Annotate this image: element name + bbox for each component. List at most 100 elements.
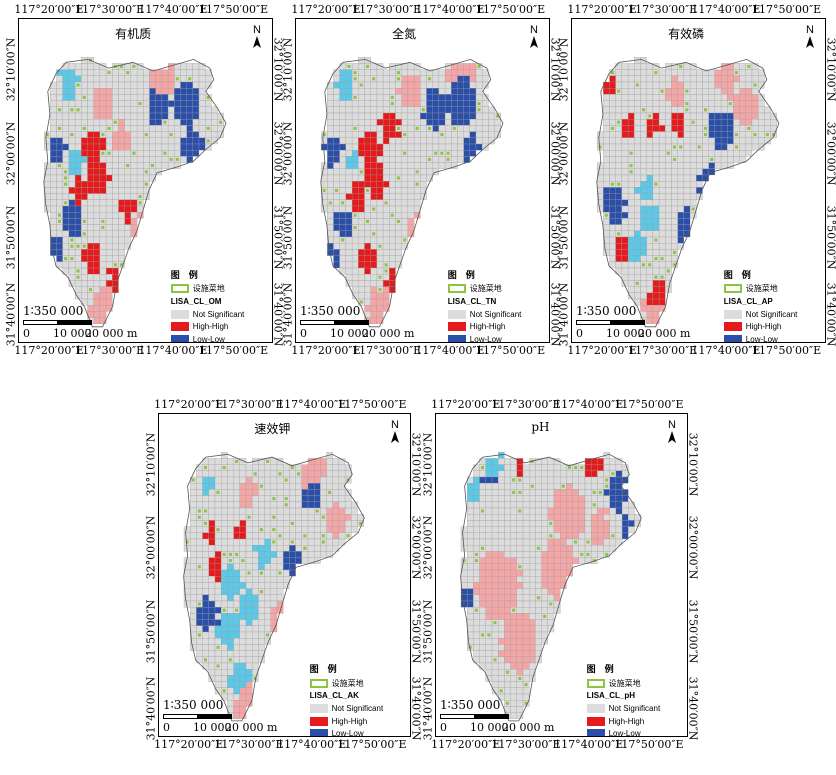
legend-title: 图 例 — [723, 270, 751, 281]
latitude-label: 31°40′00″N — [144, 676, 158, 741]
scale-bar — [23, 320, 93, 326]
latitude-label: 31°40′00″N — [281, 282, 295, 347]
longitude-label: 117°40′00″E — [554, 738, 624, 751]
map-panel: pH N 图 例设施菜地 LISA_CL_pH Not Significant High-… — [435, 413, 688, 737]
map-title: 全氮 — [392, 27, 417, 41]
north-arrow-icon: N — [250, 25, 264, 49]
longitude-label: 117°40′00″E — [691, 344, 761, 357]
longitude-label: 117°40′00″E — [415, 344, 485, 357]
longitude-label: 117°30′00″E — [214, 738, 284, 751]
legend-item-label: Not Significant — [331, 704, 384, 714]
latitude-label: 32°00′00″N — [557, 121, 571, 186]
scale-bar — [440, 714, 510, 720]
longitude-label: 117°30′00″E — [352, 3, 422, 16]
latitude-label: 31°50′00″N — [557, 205, 571, 269]
latitude-label: 31°50′00″N — [824, 205, 836, 269]
longitude-label: 117°20′00″E — [567, 344, 637, 357]
legend-item: High-High — [447, 321, 522, 334]
longitude-label: 117°40′00″E — [415, 3, 485, 16]
legend: 图 例设施菜地 LISA_CL_AK Not Significant High-Hig… — [309, 662, 384, 737]
lisa-cluster-map — [596, 57, 780, 328]
longitude-label: 117°50′00″E — [752, 3, 822, 16]
longitude-label: 117°40′00″E — [277, 738, 347, 751]
legend-item-label: Low-Low — [608, 729, 641, 737]
north-label: N — [668, 419, 676, 431]
longitude-label: 117°20′00″E — [154, 738, 224, 751]
scale-tick-label: 20 000 m — [638, 327, 691, 340]
legend-item: Low-Low — [723, 333, 798, 342]
longitude-label: 117°20′00″E — [291, 344, 361, 357]
latitude-label: 31°50′00″N — [281, 205, 295, 269]
legend-greenhouse-label: 设施菜地 — [331, 678, 364, 688]
legend-item-label: Not Significant — [745, 309, 798, 319]
legend: 图 例设施菜地 LISA_CL_OM Not Significant High-Hig… — [170, 268, 245, 342]
longitude-label: 117°50′00″E — [614, 398, 684, 411]
legend-title: 图 例 — [309, 664, 337, 675]
longitude-label: 117°30′00″E — [628, 344, 698, 357]
north-label: N — [253, 24, 261, 36]
legend-item: Low-Low — [586, 727, 661, 737]
longitude-label: 117°30′00″E — [75, 3, 145, 16]
latitude-label: 32°00′00″N — [4, 121, 18, 186]
north-label: N — [391, 419, 399, 431]
legend: 图 例设施菜地 LISA_CL_TN Not Significant High-Hig… — [447, 268, 522, 342]
longitude-label: 117°30′00″E — [214, 398, 284, 411]
legend-item-label: Not Significant — [608, 704, 661, 714]
map-title: 速效钾 — [254, 422, 291, 436]
lisa-field-label: LISA_CL_AP — [723, 297, 773, 307]
lisa-cluster-map — [183, 452, 365, 722]
legend: 图 例设施菜地 LISA_CL_pH Not Significant High-Hig… — [586, 662, 661, 737]
scale-ratio: 1∶350 000 — [300, 304, 361, 318]
latitude-label: 32°00′00″N — [144, 515, 158, 580]
longitude-label: 117°30′00″E — [491, 738, 561, 751]
scale-tick-label: 0 — [163, 721, 170, 734]
map-panel: 速效钾 N 图 例设施菜地 LISA_CL_AK Not Significant High… — [158, 413, 411, 737]
latitude-label: 32°00′00″N — [281, 121, 295, 186]
latitude-label: 31°50′00″N — [421, 599, 435, 664]
longitude-label: 117°20′00″E — [431, 738, 501, 751]
legend-item-label: Low-Low — [331, 729, 364, 737]
latitude-label: 32°10′00″N — [824, 37, 836, 102]
scale-tick-label: 0 — [576, 327, 583, 340]
longitude-label: 117°20′00″E — [291, 3, 361, 16]
longitude-label: 117°30′00″E — [628, 3, 698, 16]
scale-tick-label: 0 — [300, 327, 307, 340]
lisa-field-label: LISA_CL_OM — [170, 297, 222, 307]
scale-tick-label: 20 000 m — [225, 721, 278, 734]
legend-item-greenhouse: 设施菜地 — [723, 283, 798, 296]
legend-item-label: High-High — [331, 716, 368, 726]
legend-item: High-High — [723, 321, 798, 334]
longitude-label: 117°50′00″E — [199, 3, 269, 16]
legend-item-label: High-High — [469, 322, 506, 332]
legend-item-label: Not Significant — [469, 309, 522, 319]
latitude-label: 32°10′00″N — [281, 37, 295, 102]
longitude-label: 117°30′00″E — [75, 344, 145, 357]
longitude-label: 117°20′00″E — [567, 3, 637, 16]
latitude-label: 32°10′00″N — [144, 432, 158, 496]
legend-item: Not Significant — [723, 308, 798, 321]
longitude-label: 117°50′00″E — [614, 738, 684, 751]
map-title: 有效磷 — [668, 27, 705, 41]
north-label: N — [530, 24, 538, 36]
longitude-label: 117°50′00″E — [337, 738, 407, 751]
scale-tick-label: 0 — [23, 327, 30, 340]
longitude-label: 117°40′00″E — [554, 398, 624, 411]
map-title: 有机质 — [115, 27, 152, 41]
legend-item-greenhouse: 设施菜地 — [170, 283, 245, 296]
scale-tick-label: 10 000 — [53, 327, 92, 340]
legend-item-label: Not Significant — [192, 309, 245, 319]
map-panel: 有机质 N 图 例设施菜地 LISA_CL_OM Not Significant High… — [18, 18, 273, 343]
longitude-label: 117°50′00″E — [752, 344, 822, 357]
longitude-label: 117°40′00″E — [691, 3, 761, 16]
longitude-label: 117°20′00″E — [14, 3, 84, 16]
legend-item-greenhouse: 设施菜地 — [586, 677, 661, 690]
lisa-cluster-map — [320, 57, 504, 328]
map-panel: 有效磷 N 图 例设施菜地 LISA_CL_AP Not Significant High… — [571, 18, 826, 343]
latitude-label: 32°10′00″N — [421, 432, 435, 496]
legend-title: 图 例 — [586, 664, 614, 675]
latitude-label: 31°40′00″N — [421, 676, 435, 741]
latitude-label: 32°00′00″N — [421, 515, 435, 580]
latitude-label: 32°10′00″N — [686, 432, 700, 496]
latitude-label: 32°00′00″N — [824, 121, 836, 186]
